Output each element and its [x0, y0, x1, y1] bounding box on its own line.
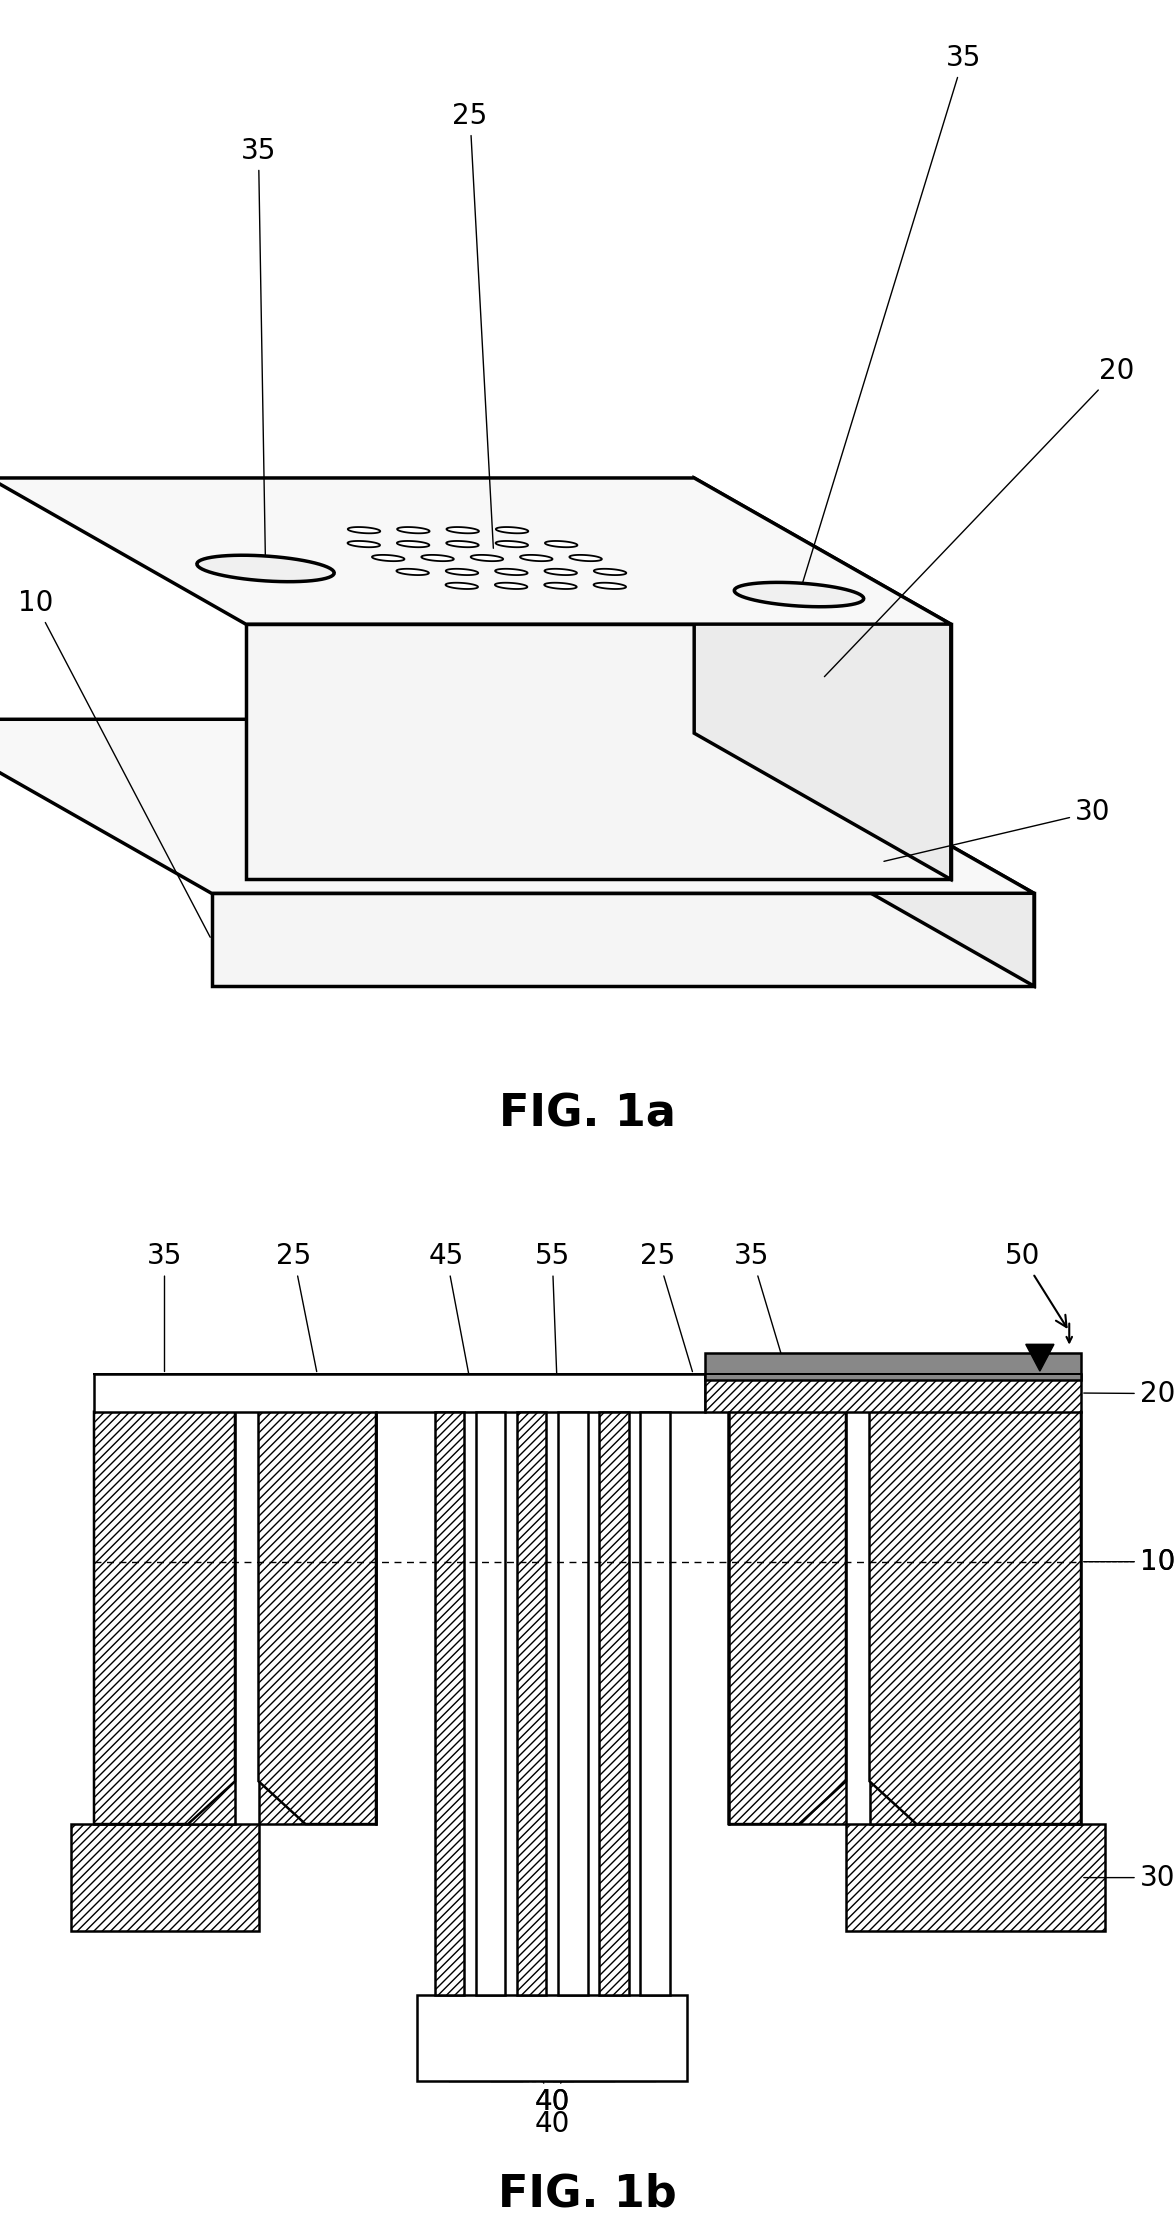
Polygon shape: [246, 625, 951, 879]
Text: 35: 35: [147, 1243, 182, 1372]
Bar: [640, 1412, 670, 1995]
Bar: [705, 1352, 1081, 1379]
Polygon shape: [445, 582, 478, 589]
Polygon shape: [544, 569, 577, 576]
Polygon shape: [471, 556, 503, 562]
Bar: [599, 1412, 629, 1995]
Polygon shape: [521, 556, 552, 562]
Bar: [870, 1412, 1081, 1825]
Text: 50: 50: [1005, 1243, 1067, 1327]
Polygon shape: [734, 582, 864, 607]
Polygon shape: [0, 718, 1034, 892]
Polygon shape: [593, 582, 626, 589]
Polygon shape: [593, 569, 626, 576]
Polygon shape: [348, 527, 381, 533]
Bar: [376, 1412, 728, 1825]
Polygon shape: [197, 556, 334, 582]
Bar: [435, 1412, 464, 1995]
Polygon shape: [495, 582, 528, 589]
Polygon shape: [446, 527, 479, 533]
Polygon shape: [445, 569, 478, 576]
Polygon shape: [258, 1412, 376, 1825]
Text: 40: 40: [530, 2053, 570, 2117]
Text: 25: 25: [640, 1243, 692, 1372]
Bar: [94, 1374, 705, 1412]
Polygon shape: [544, 582, 577, 589]
Text: 10: 10: [18, 589, 210, 937]
Text: 45: 45: [429, 1243, 476, 1410]
Text: 20: 20: [1083, 1379, 1175, 1408]
Bar: [476, 1412, 505, 1995]
Polygon shape: [397, 540, 429, 547]
Polygon shape: [570, 556, 602, 562]
Text: 30: 30: [1083, 1863, 1175, 1892]
Polygon shape: [397, 527, 430, 533]
Polygon shape: [0, 477, 951, 625]
Text: FIG. 1b: FIG. 1b: [498, 2173, 677, 2215]
Bar: [705, 1374, 1081, 1412]
Bar: [417, 1995, 687, 2082]
Polygon shape: [870, 1412, 1081, 1825]
Polygon shape: [545, 540, 577, 547]
Polygon shape: [446, 540, 478, 547]
Text: 10: 10: [1083, 1548, 1175, 1575]
Text: 40: 40: [535, 2053, 575, 2117]
Text: 35: 35: [734, 1243, 786, 1372]
Polygon shape: [348, 540, 380, 547]
Text: 10: 10: [1083, 1548, 1175, 1575]
Bar: [846, 1825, 1104, 1932]
Text: 25: 25: [452, 103, 494, 549]
Polygon shape: [694, 477, 951, 879]
Text: 55: 55: [535, 1243, 570, 1410]
Polygon shape: [372, 556, 404, 562]
Polygon shape: [258, 1412, 376, 1825]
Polygon shape: [212, 892, 1034, 986]
Polygon shape: [728, 1412, 846, 1825]
Text: 25: 25: [276, 1243, 317, 1372]
Polygon shape: [496, 540, 528, 547]
Text: 35: 35: [800, 45, 981, 591]
Polygon shape: [728, 718, 1034, 986]
Polygon shape: [728, 1412, 846, 1825]
Bar: [94, 1412, 235, 1825]
Text: FIG. 1a: FIG. 1a: [499, 1093, 676, 1136]
Text: 30: 30: [884, 799, 1110, 861]
Polygon shape: [1026, 1345, 1054, 1372]
Text: 35: 35: [241, 136, 276, 567]
Bar: [558, 1412, 588, 1995]
Bar: [70, 1825, 258, 1932]
Polygon shape: [422, 556, 454, 562]
Text: 40: 40: [535, 2111, 570, 2137]
Polygon shape: [396, 569, 429, 576]
Polygon shape: [94, 1412, 235, 1825]
Text: 20: 20: [825, 357, 1134, 676]
Polygon shape: [496, 527, 529, 533]
Bar: [517, 1412, 546, 1995]
Polygon shape: [495, 569, 528, 576]
